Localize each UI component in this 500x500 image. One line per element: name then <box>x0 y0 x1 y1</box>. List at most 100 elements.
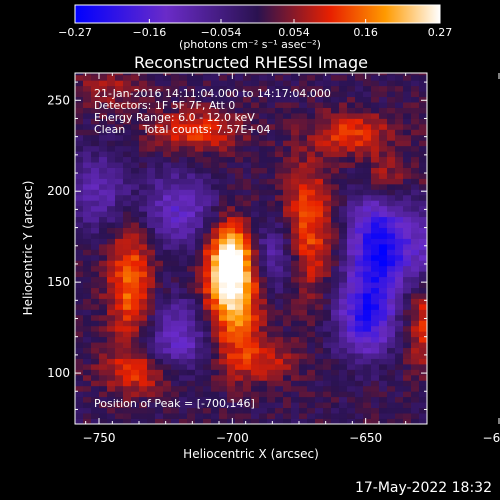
heatmap-cell <box>323 80 332 87</box>
heatmap-cell <box>355 347 364 354</box>
heatmap-cell <box>171 74 180 81</box>
heatmap-cell <box>91 413 100 419</box>
heatmap-cell <box>371 80 380 87</box>
heatmap-cell <box>155 140 164 147</box>
heatmap-cell <box>275 413 284 419</box>
heatmap-cell <box>315 402 324 409</box>
heatmap-cell <box>283 80 292 87</box>
heatmap-cell <box>211 363 220 370</box>
heatmap-cell <box>147 391 156 398</box>
heatmap-cell <box>83 342 92 349</box>
heatmap-cell <box>331 205 340 212</box>
heatmap-cell <box>267 260 276 267</box>
heatmap-cell <box>283 211 292 218</box>
heatmap-cell <box>379 80 388 87</box>
heatmap-cell <box>291 222 300 228</box>
heatmap-cell <box>179 271 188 278</box>
heatmap-cell <box>411 391 420 398</box>
heatmap-cell <box>411 353 420 359</box>
heatmap-cell <box>235 260 244 267</box>
heatmap-cell <box>227 380 236 387</box>
heatmap-cell <box>363 118 372 125</box>
heatmap-cell <box>331 320 340 327</box>
heatmap-cell <box>275 74 284 81</box>
heatmap-cell <box>347 336 356 343</box>
heatmap-cell <box>83 129 92 136</box>
heatmap-cell <box>219 336 228 343</box>
heatmap-cell <box>339 260 348 267</box>
heatmap-cell <box>91 91 100 98</box>
heatmap-cell <box>403 74 412 81</box>
heatmap-cell <box>275 353 284 359</box>
heatmap-cell <box>131 314 140 321</box>
heatmap-cell <box>379 363 388 370</box>
heatmap-cell <box>387 211 396 218</box>
heatmap-cell <box>403 331 412 338</box>
heatmap-cell <box>379 314 388 321</box>
heatmap-cell <box>203 331 212 338</box>
colorbar-ticks: −0.27 −0.16 −0.054 0.054 0.16 0.27 <box>58 19 452 39</box>
heatmap-cell <box>75 287 84 294</box>
heatmap-cell <box>323 314 332 321</box>
heatmap-cell <box>211 353 220 359</box>
heatmap-cell <box>275 91 284 98</box>
heatmap-cell <box>163 91 172 98</box>
heatmap-cell <box>91 380 100 387</box>
heatmap-cell <box>323 222 332 228</box>
heatmap-cell <box>147 413 156 419</box>
heatmap-cell <box>283 145 292 152</box>
heatmap-cell <box>251 314 260 321</box>
heatmap-cell <box>243 216 252 223</box>
heatmap-cell <box>243 369 252 376</box>
heatmap-cell <box>347 73 356 76</box>
heatmap-cell <box>339 363 348 370</box>
heatmap-cell <box>179 134 188 141</box>
heatmap-cell <box>251 194 260 201</box>
heatmap-cell <box>131 265 140 272</box>
heatmap-cell <box>115 233 124 239</box>
heatmap-cell <box>371 287 380 294</box>
heatmap-cell <box>203 85 212 92</box>
heatmap-cell <box>99 358 108 365</box>
heatmap-cell <box>179 162 188 168</box>
heatmap-cell <box>307 178 316 185</box>
heatmap-cell <box>403 320 412 327</box>
heatmap-cell <box>395 227 404 234</box>
heatmap-cell <box>187 73 196 76</box>
heatmap-cell <box>219 353 228 359</box>
heatmap-cell <box>371 265 380 272</box>
heatmap-cell <box>323 260 332 267</box>
heatmap-cell <box>259 178 268 185</box>
heatmap-cell <box>171 73 180 76</box>
heatmap-cell <box>75 342 84 349</box>
heatmap-cell <box>379 385 388 392</box>
heatmap-cell <box>371 303 380 310</box>
heatmap-cell <box>395 336 404 343</box>
heatmap-cell <box>155 353 164 359</box>
heatmap-cell <box>171 402 180 409</box>
heatmap-cell <box>83 118 92 125</box>
heatmap-cell <box>139 118 148 125</box>
heatmap-cell <box>163 151 172 158</box>
heatmap-cell <box>411 303 420 310</box>
heatmap-cell <box>179 189 188 196</box>
heatmap-cell <box>291 216 300 223</box>
heatmap-cell <box>331 85 340 92</box>
heatmap-cell <box>131 358 140 365</box>
heatmap-cell <box>411 205 420 212</box>
heatmap-cell <box>299 293 308 299</box>
heatmap-cell <box>275 331 284 338</box>
heatmap-cell <box>291 385 300 392</box>
heatmap-cell <box>291 336 300 343</box>
heatmap-cell <box>307 336 316 343</box>
heatmap-cell <box>187 374 196 381</box>
heatmap-cell <box>299 254 308 261</box>
heatmap-cell <box>371 396 380 403</box>
heatmap-cell <box>379 320 388 327</box>
heatmap-cell <box>339 134 348 141</box>
heatmap-cell <box>211 189 220 196</box>
heatmap-cell <box>195 336 204 343</box>
heatmap-cell <box>419 96 428 103</box>
heatmap-cell <box>291 413 300 419</box>
heatmap-cell <box>251 140 260 147</box>
